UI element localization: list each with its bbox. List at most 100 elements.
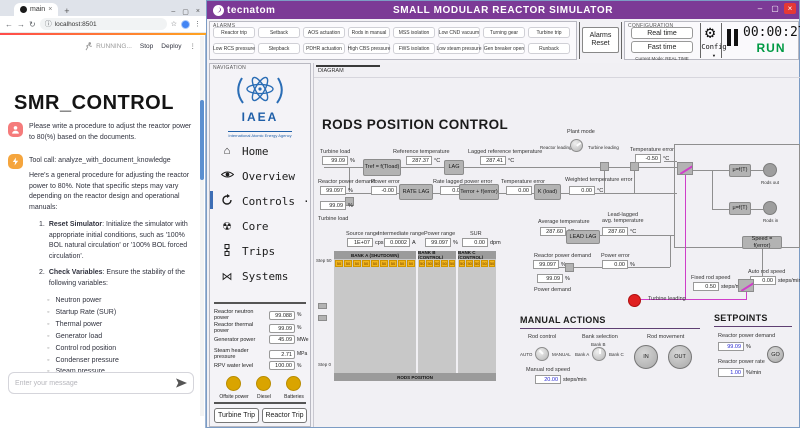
plant-mode-knob[interactable]: [570, 139, 583, 152]
sidebar-item-home[interactable]: ⌂ Home: [210, 140, 310, 162]
home-icon: ⌂: [223, 145, 231, 157]
alarm-rods-in-manual[interactable]: Rods in manual: [348, 27, 390, 38]
indicator-label: Batteries: [284, 394, 304, 400]
source-range-value: 1E+07 cps: [347, 238, 384, 247]
tab-favicon: [20, 6, 27, 13]
sur-value: 0.00 dpm: [462, 238, 501, 247]
signal-line: [664, 161, 677, 162]
browser-minimize-button[interactable]: –: [171, 8, 176, 15]
bank-a-cells: 50 50 50 50 50 50 50 50 50: [334, 260, 416, 267]
back-icon[interactable]: ←: [5, 19, 13, 29]
rods-out-button[interactable]: OUT: [668, 345, 692, 369]
bank-b-header: BANK B (CONTROL): [418, 250, 456, 260]
new-tab-button[interactable]: +: [64, 6, 70, 16]
site-info-icon[interactable]: ⓘ: [44, 21, 52, 28]
iaea-logo: IAEA International Atomic Energy Agency: [210, 74, 310, 142]
alarm-mss-isolation[interactable]: MSS isolation: [393, 27, 435, 38]
sim-close-button[interactable]: ×: [784, 3, 796, 14]
alarms-reset-button[interactable]: Alarms Reset: [582, 27, 619, 53]
forward-icon[interactable]: →: [17, 19, 25, 29]
rod-cell: 50: [441, 260, 448, 267]
config-button[interactable]: Config ▼: [701, 43, 727, 58]
rod-control-knob[interactable]: [535, 347, 549, 361]
chat-input[interactable]: [15, 379, 176, 387]
url-box[interactable]: ⓘ localhost:8501: [39, 18, 167, 30]
list-item: ◦ Generator load: [47, 332, 103, 340]
power-demand-label: Power demand: [534, 287, 571, 293]
fast-time-button[interactable]: Fast time: [631, 41, 693, 53]
browser-tab[interactable]: main ×: [14, 3, 59, 16]
reactor-trip-button[interactable]: Reactor Trip: [262, 408, 307, 423]
alarm-reactor-trip[interactable]: Reactor trip: [213, 27, 255, 38]
deploy-button[interactable]: Deploy: [161, 42, 182, 50]
stop-button[interactable]: Stop: [139, 42, 154, 50]
navigation-panel: NAVIGATION IAEA International Atomic Ene…: [209, 63, 311, 427]
gear-icon[interactable]: ⚙: [705, 23, 716, 43]
browser-scrollbar[interactable]: [200, 100, 204, 180]
app-menu-icon[interactable]: ⋮: [189, 43, 197, 50]
speed-function-block: Speed = f(error): [742, 236, 782, 249]
bank-selection-knob[interactable]: [592, 347, 606, 361]
temperature-error-2-label: Temperature error: [630, 147, 675, 153]
browser-maximize-button[interactable]: ▢: [182, 9, 189, 16]
alarm-turbine-trip[interactable]: Turbine trip: [528, 27, 570, 38]
tab-diagram[interactable]: DIAGRAM: [318, 68, 344, 74]
star-icon[interactable]: ☆: [170, 21, 177, 28]
sum-block: [630, 162, 639, 171]
setpoint-power-demand-input[interactable]: 99.09%: [718, 342, 751, 351]
readout-thermal-power: Reactor thermal power 99.09 %: [214, 322, 302, 334]
sidebar-item-controls[interactable]: Controls ·: [210, 190, 310, 212]
profile-avatar[interactable]: [181, 19, 190, 29]
tecnatom-logo-icon: [213, 4, 224, 16]
turbine-trip-button[interactable]: Turbine Trip: [214, 408, 259, 423]
bank-b-cells: 50 50 50 50 50: [418, 260, 456, 267]
reload-icon[interactable]: ↻: [29, 19, 36, 29]
lead-lag-block: LEAD LAG: [566, 230, 600, 244]
real-time-button[interactable]: Real time: [631, 27, 693, 39]
rods-in-button[interactable]: IN: [634, 345, 658, 369]
mode-signal-line: [640, 299, 746, 300]
signal-line: [751, 209, 763, 210]
power-range-value: 99.097%: [425, 238, 458, 247]
alarm-pdhr-actuation[interactable]: PDHR actuation: [303, 43, 345, 54]
temperature-error-2-value: -0.50 °C: [635, 154, 669, 163]
go-button[interactable]: GO: [767, 346, 784, 363]
browser-menu-icon[interactable]: ⋮: [194, 21, 201, 28]
bank-selection-label: Bank selection: [582, 334, 618, 340]
manual-rod-speed-input[interactable]: 20.00 steps/min: [535, 375, 587, 384]
alarm-fws-isolation[interactable]: FWS isolation: [393, 43, 435, 54]
setpoint-power-rate-input[interactable]: 1.00 %/min: [718, 368, 761, 377]
alarm-turning-gear[interactable]: Turning gear: [483, 27, 525, 38]
divider: [714, 326, 792, 327]
pause-button[interactable]: [727, 29, 738, 46]
lead-lagged-temp-label: Lead-lagged avg. temperature: [602, 212, 644, 224]
alarm-stepback[interactable]: Stepback: [258, 43, 300, 54]
sim-maximize-button[interactable]: ▢: [771, 4, 779, 13]
alarm-setback[interactable]: Setback: [258, 27, 300, 38]
alarm-low-steam-pressure[interactable]: Low steam pressure: [436, 43, 482, 54]
tab-close-icon[interactable]: ×: [48, 6, 53, 13]
sim-minimize-button[interactable]: –: [757, 4, 763, 13]
alarm-aos-actuation[interactable]: AOS actuation: [303, 27, 345, 38]
radiation-icon: ☢: [222, 220, 232, 233]
step-text: : Initialize the simulator with appropri…: [48, 221, 188, 260]
step-top-label: Step 50: [316, 258, 332, 263]
rod-cell: 50: [344, 260, 352, 267]
alarm-low-cnd-vacuum[interactable]: Low CND vacuum: [438, 27, 480, 38]
sidebar-item-overview[interactable]: Overview: [210, 165, 310, 187]
bank-a-header: BANK A (SHUTDOWN): [334, 251, 416, 259]
readout-steam-pressure: Steam header pressure 2.71 MPa: [214, 348, 308, 360]
send-icon[interactable]: [176, 378, 187, 388]
browser-close-button[interactable]: ×: [195, 8, 200, 15]
signal-line: [693, 170, 729, 171]
alarm-runback[interactable]: Runback: [528, 43, 570, 54]
selector-block: [565, 263, 574, 272]
sidebar-item-trips[interactable]: Trips: [210, 240, 310, 262]
active-item-indicator: [210, 191, 213, 209]
alarm-low-rcs-pressure[interactable]: Low RCS pressure: [213, 43, 255, 54]
alarm-gen-breaker-open[interactable]: Gen breaker open: [483, 43, 525, 54]
sidebar-item-core[interactable]: ☢ Core: [210, 215, 310, 237]
sidebar-item-systems[interactable]: ⋈ Systems: [221, 269, 289, 283]
alarm-high-cbs-pressure[interactable]: High CBS pressure: [348, 43, 390, 54]
rods-position-footer: RODS POSITION: [334, 373, 496, 381]
